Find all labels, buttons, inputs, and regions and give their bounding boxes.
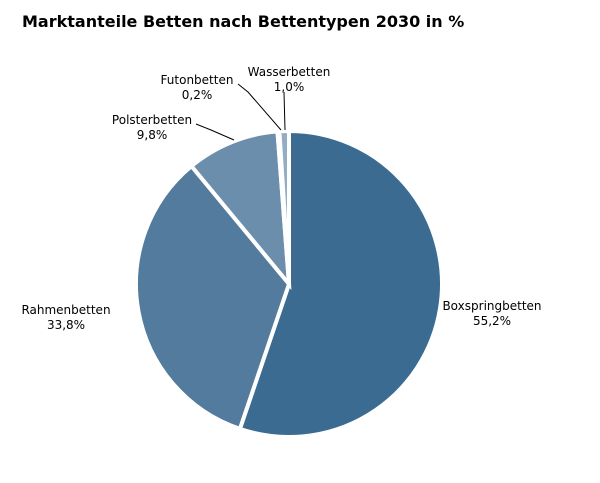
leader-line-futonbetten [237, 83, 282, 131]
slice-value-futonbetten: 0,2% [182, 88, 213, 102]
slice-label-futonbetten: Futonbetten [161, 73, 234, 87]
slice-value-polsterbetten: 9,8% [137, 128, 168, 142]
slice-polsterbetten [188, 129, 292, 291]
leader-line-wasserbetten [283, 91, 286, 131]
chart-title: Marktanteile Betten nach Bettentypen 203… [22, 12, 464, 31]
leader-line-polsterbetten [195, 123, 235, 141]
slice-value-wasserbetten: 1,0% [274, 80, 305, 94]
slice-value-boxspringbetten: 55,2% [473, 314, 511, 328]
slice-rahmenbetten [134, 163, 292, 432]
slice-label-wasserbetten: Wasserbetten [248, 65, 331, 79]
slice-label-rahmenbetten: Rahmenbetten [21, 303, 110, 317]
leader-lines [195, 83, 286, 141]
slice-label-boxspringbetten: Boxspringbetten [442, 299, 541, 313]
slice-label-polsterbetten: Polsterbetten [112, 113, 192, 127]
slice-value-rahmenbetten: 33,8% [47, 318, 85, 332]
pie-slices [134, 128, 444, 439]
slice-wasserbetten [277, 128, 291, 285]
